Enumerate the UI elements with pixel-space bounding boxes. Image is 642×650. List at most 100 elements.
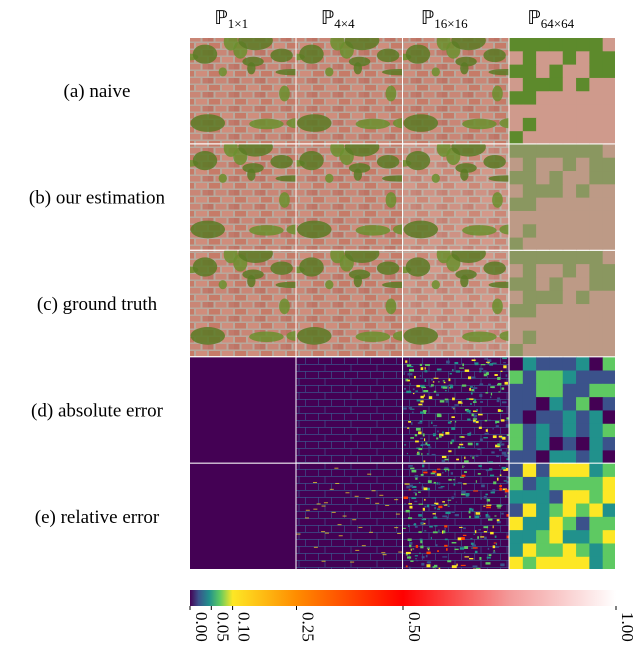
moss [356,331,391,342]
noise [423,390,428,392]
noise [428,447,431,448]
pixel [523,517,537,531]
noise [407,373,412,375]
noise [412,548,414,549]
noise [449,385,453,386]
noise [332,512,336,513]
noise [499,441,502,443]
colorbar-tick-label: 0.10 [235,612,254,642]
row-label: (a) naive [64,81,131,102]
noise [472,509,474,512]
noise [437,414,442,417]
pixel [589,557,603,571]
pixel [536,144,550,158]
moss [462,119,497,130]
noise [403,372,404,375]
noise [419,482,420,483]
noise [476,512,481,515]
pixel [523,543,537,557]
moss [193,45,217,64]
noise [492,489,495,492]
noise [502,387,505,389]
noise [420,385,425,387]
pixel [536,464,550,478]
pixel [510,384,524,398]
noise [460,547,464,550]
pixel [536,504,550,518]
noise [404,496,408,498]
error-map [297,464,404,570]
noise [497,507,501,508]
noise [452,542,457,543]
noise [464,466,465,467]
pixel [523,530,537,544]
noise [434,391,436,393]
pixel [603,397,617,411]
noise [490,475,494,477]
noise [499,436,502,438]
pixel [549,78,563,92]
pixel [536,51,550,65]
moss [462,225,497,236]
pixel [589,171,603,185]
pixel [536,410,550,424]
noise [479,384,483,385]
pixel [510,277,524,291]
pixel [589,118,603,132]
noise [501,371,503,372]
pixel [589,211,603,225]
image-cell [190,464,297,570]
noise [424,411,426,414]
noise [372,490,376,491]
pixel [603,504,617,518]
noise [397,533,401,534]
pixel [510,238,524,252]
image-grid [182,31,617,573]
noise [432,454,436,455]
colorbar [190,590,616,606]
pixel [589,464,603,478]
noise [362,545,366,546]
pixel [523,464,537,478]
noise [461,565,466,566]
noise [421,387,426,388]
moss [219,280,227,289]
noise [455,514,459,516]
noise [456,370,460,372]
moss [279,298,290,314]
noise [414,376,416,379]
noise [367,474,371,475]
noise [471,377,475,379]
noise [421,563,424,566]
noise [493,545,495,548]
pixel [563,251,577,265]
pixel [563,371,577,385]
pixel [589,317,603,331]
noise [454,484,456,486]
pixel [576,224,590,238]
pixel [510,251,524,265]
moss [432,67,440,76]
pixel [510,264,524,278]
pixel [523,158,537,172]
pixel [536,277,550,291]
pixel [576,105,590,119]
image-cell [182,31,309,144]
noise [442,531,443,534]
pixel [523,184,537,198]
noise [440,400,445,402]
noise [487,557,491,559]
noise [443,504,445,505]
pixel [603,264,617,278]
noise [448,421,451,423]
noise [306,510,310,511]
pixel [576,477,590,491]
noise [406,391,411,393]
pixel [536,437,550,451]
noise [425,379,427,382]
noise [383,554,387,555]
noise [431,379,433,381]
image-cell [182,244,309,357]
noise [478,473,481,475]
noise [499,465,500,466]
